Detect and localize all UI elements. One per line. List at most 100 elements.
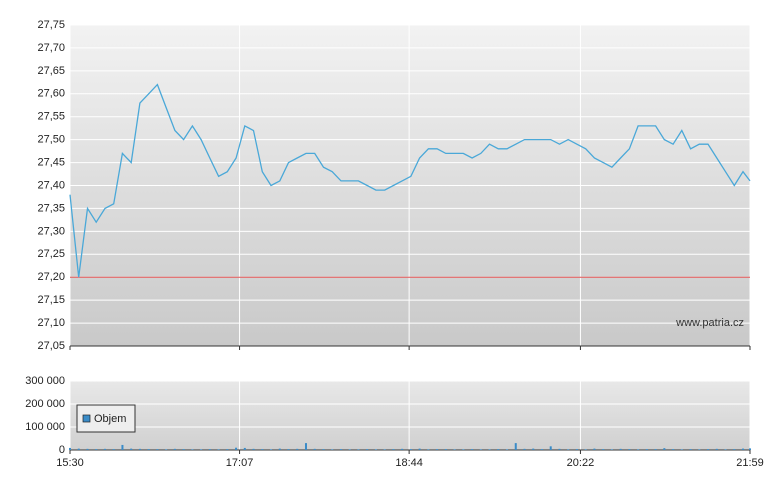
volume-bar bbox=[322, 449, 325, 450]
volume-bar bbox=[339, 449, 342, 450]
volume-bar bbox=[235, 447, 238, 450]
volume-bar bbox=[95, 449, 98, 450]
volume-bar bbox=[698, 449, 701, 450]
y-tick-label: 27,20 bbox=[37, 271, 65, 283]
volume-bar bbox=[532, 448, 535, 450]
volume-bar bbox=[672, 449, 675, 450]
volume-bar bbox=[628, 449, 631, 450]
y-tick-label: 300 000 bbox=[25, 375, 65, 387]
volume-bar bbox=[348, 449, 351, 450]
volume-bar bbox=[479, 449, 482, 450]
legend: Objem bbox=[76, 404, 136, 433]
volume-bar bbox=[243, 447, 246, 450]
y-tick-label: 27,50 bbox=[37, 134, 65, 146]
x-tick-label: 17:07 bbox=[226, 457, 254, 469]
volume-bar bbox=[663, 448, 666, 450]
volume-bar bbox=[488, 449, 491, 450]
volume-bar bbox=[200, 449, 203, 450]
volume-bar bbox=[86, 448, 89, 450]
volume-bar bbox=[165, 449, 168, 450]
volume-bar bbox=[182, 449, 185, 450]
volume-bar bbox=[602, 449, 605, 450]
y-tick-label: 27,65 bbox=[37, 65, 65, 77]
x-tick-label: 20:22 bbox=[567, 457, 595, 469]
x-tick-label: 18:44 bbox=[395, 457, 423, 469]
volume-bar bbox=[138, 448, 141, 450]
volume-bar bbox=[462, 449, 465, 450]
volume-bar bbox=[278, 448, 281, 450]
y-tick-label: 27,10 bbox=[37, 317, 65, 329]
volume-bar bbox=[523, 448, 526, 450]
volume-bar bbox=[130, 448, 133, 450]
volume-bar bbox=[471, 449, 474, 450]
volume-bar bbox=[584, 449, 587, 450]
volume-bar bbox=[270, 449, 273, 450]
volume-bar bbox=[593, 448, 596, 450]
volume-bar bbox=[689, 449, 692, 450]
volume-bar bbox=[121, 444, 124, 450]
volume-bar bbox=[217, 449, 220, 450]
y-tick-label: 200 000 bbox=[25, 398, 65, 410]
volume-bar bbox=[567, 449, 570, 450]
price-line bbox=[69, 83, 751, 278]
y-tick-label: 27,15 bbox=[37, 294, 65, 306]
volume-bar bbox=[156, 449, 159, 450]
volume-bar bbox=[549, 446, 552, 450]
volume-bar bbox=[680, 449, 683, 450]
volume-bar bbox=[724, 449, 727, 450]
y-tick-label: 27,75 bbox=[37, 19, 65, 31]
volume-bar bbox=[715, 448, 718, 450]
volume-bar bbox=[77, 448, 80, 450]
volume-bar bbox=[147, 449, 150, 450]
y-tick-label: 27,55 bbox=[37, 111, 65, 123]
volume-bar bbox=[313, 448, 316, 450]
volume-bar bbox=[645, 449, 648, 450]
x-tick-label: 21:59 bbox=[736, 457, 764, 469]
volume-bar bbox=[427, 449, 430, 450]
y-tick-label: 100 000 bbox=[25, 421, 65, 433]
volume-bar bbox=[742, 448, 745, 450]
volume-bar bbox=[733, 449, 736, 450]
y-tick-label: 27,25 bbox=[37, 248, 65, 260]
volume-bar bbox=[383, 449, 386, 450]
volume-bar bbox=[103, 448, 106, 450]
watermark: www.patria.cz bbox=[675, 317, 744, 329]
volume-bar bbox=[331, 449, 334, 450]
volume-bar bbox=[296, 448, 299, 450]
volume-bar bbox=[401, 448, 404, 450]
volume-bar bbox=[610, 449, 613, 450]
x-tick-label: 15:30 bbox=[56, 457, 84, 469]
volume-bar bbox=[252, 448, 255, 450]
volume-bar bbox=[287, 449, 290, 450]
volume-bar bbox=[409, 449, 412, 450]
volume-bar bbox=[208, 449, 211, 450]
volume-bar bbox=[453, 449, 456, 450]
volume-bar bbox=[497, 449, 500, 450]
y-tick-label: 27,70 bbox=[37, 42, 65, 54]
y-tick-label: 27,60 bbox=[37, 88, 65, 100]
volume-bar bbox=[707, 449, 710, 450]
legend-label: Objem bbox=[94, 413, 126, 425]
volume-bar bbox=[619, 448, 622, 450]
volume-bar bbox=[514, 443, 517, 450]
legend-swatch bbox=[82, 414, 91, 423]
volume-bar bbox=[558, 448, 561, 450]
y-tick-label: 27,30 bbox=[37, 225, 65, 237]
volume-bar bbox=[540, 449, 543, 450]
y-tick-label: 0 bbox=[59, 444, 65, 456]
volume-bar bbox=[654, 449, 657, 450]
volume-bar bbox=[575, 449, 578, 450]
volume-bar bbox=[226, 449, 229, 450]
volume-bar bbox=[357, 449, 360, 450]
y-tick-label: 27,35 bbox=[37, 202, 65, 214]
volume-bar bbox=[637, 449, 640, 450]
y-tick-label: 27,05 bbox=[37, 340, 65, 352]
volume-bar bbox=[173, 448, 176, 450]
volume-bar bbox=[69, 447, 71, 450]
volume-bar bbox=[436, 449, 439, 450]
volume-bar bbox=[261, 449, 264, 450]
volume-bar bbox=[418, 448, 421, 450]
volume-bar bbox=[444, 449, 447, 450]
volume-bar bbox=[374, 449, 377, 450]
